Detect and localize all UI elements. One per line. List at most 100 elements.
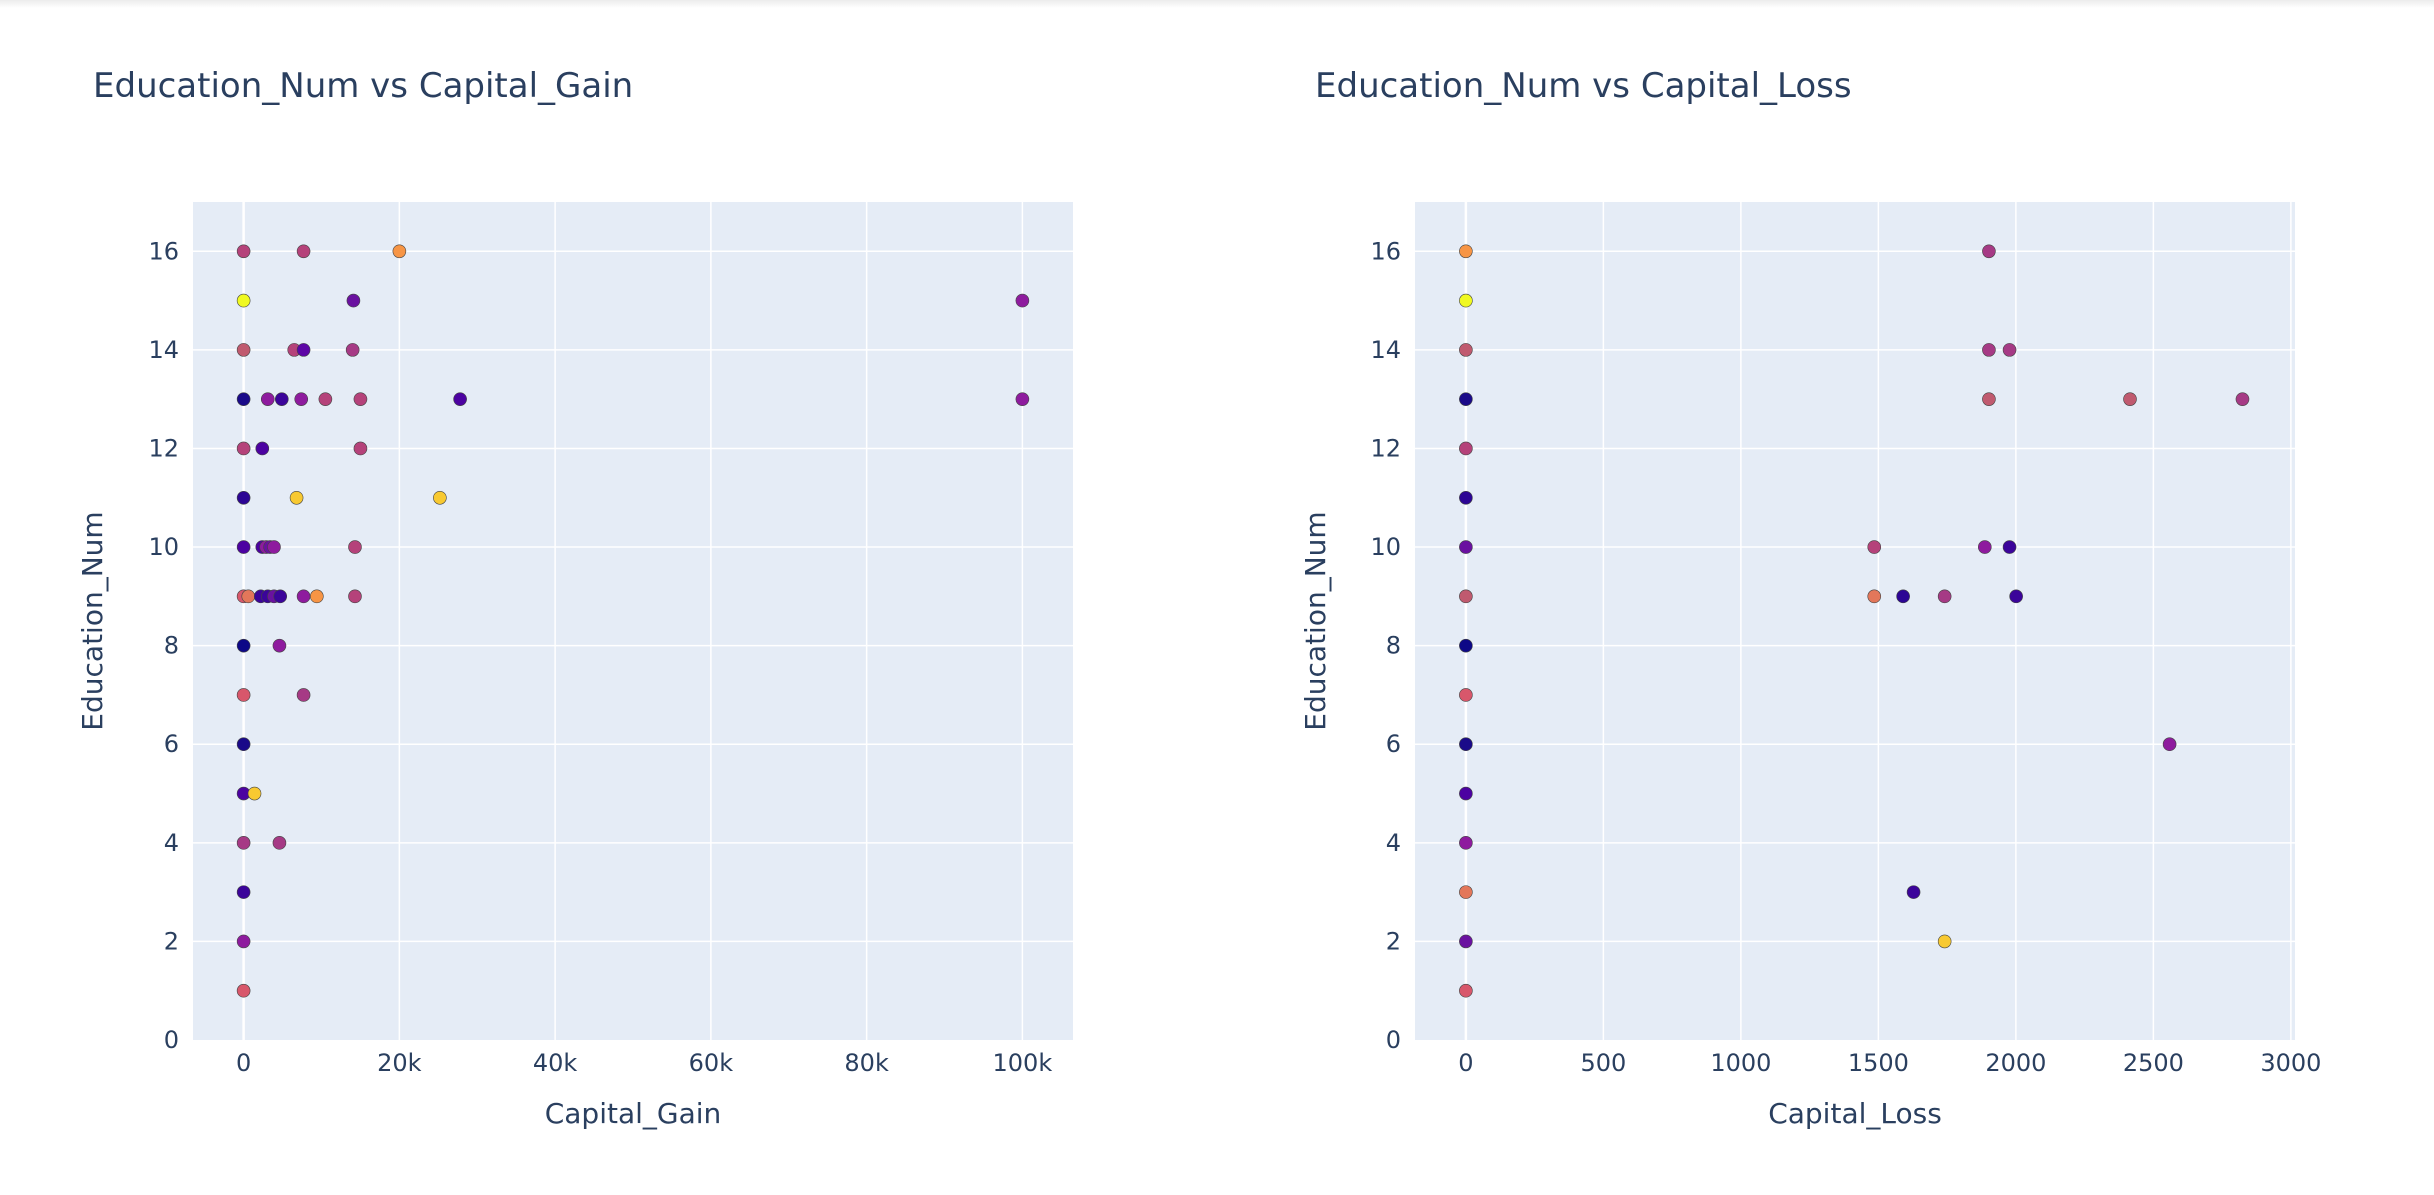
data-point <box>272 836 287 850</box>
data-point <box>236 293 251 308</box>
data-point <box>318 392 333 406</box>
data-point <box>296 244 311 259</box>
data-point <box>1459 441 1473 456</box>
plot-area-capital-gain <box>193 202 1073 1040</box>
y-tick-label: 8 <box>1386 632 1401 660</box>
x-tick-label: 3000 <box>2260 1049 2321 1077</box>
data-point <box>236 934 251 949</box>
y-axis-title: Education_Num <box>1299 511 1332 730</box>
x-tick-label: 20k <box>377 1049 422 1077</box>
data-point <box>236 688 251 702</box>
data-point <box>274 392 289 406</box>
data-point <box>1015 392 1030 406</box>
y-tick-label: 16 <box>1370 237 1401 265</box>
x-tick-label: 500 <box>1580 1049 1626 1077</box>
data-point <box>267 540 281 554</box>
data-point <box>1015 293 1030 308</box>
data-point <box>2009 589 2023 604</box>
y-axis-title: Education_Num <box>76 511 109 730</box>
data-point <box>236 983 251 998</box>
x-tick-label: 0 <box>1458 1049 1473 1077</box>
data-point <box>310 589 324 604</box>
data-point <box>255 441 270 456</box>
data-point <box>1937 589 1952 604</box>
data-point <box>1459 343 1473 357</box>
y-tick-label: 10 <box>148 533 179 561</box>
data-point <box>296 589 311 604</box>
x-tick-label: 2500 <box>2123 1049 2184 1077</box>
y-tick-label: 12 <box>148 434 179 462</box>
data-point <box>241 589 256 604</box>
y-tick-label: 2 <box>164 927 179 955</box>
data-point <box>2235 392 2250 406</box>
data-point <box>236 836 251 850</box>
data-point <box>2002 540 2017 554</box>
x-tick-label: 1000 <box>1710 1049 1771 1077</box>
data-point <box>1459 934 1473 949</box>
data-point <box>1459 688 1473 702</box>
data-point <box>296 343 311 357</box>
data-point <box>392 244 407 259</box>
y-tick-label: 8 <box>164 632 179 660</box>
x-axis-title: Capital_Gain <box>545 1097 722 1130</box>
x-tick-label: 100k <box>993 1049 1053 1077</box>
data-point <box>236 343 251 357</box>
data-point <box>236 244 251 259</box>
data-point <box>294 392 309 406</box>
data-point <box>2162 737 2177 752</box>
data-point <box>1459 983 1473 998</box>
data-point <box>236 441 251 456</box>
data-point <box>1459 638 1473 653</box>
data-point <box>1906 885 1921 899</box>
data-point <box>236 638 251 653</box>
data-point <box>236 885 251 899</box>
data-point <box>1459 293 1473 308</box>
data-point <box>1459 540 1473 554</box>
x-tick-label: 40k <box>533 1049 578 1077</box>
data-point <box>236 490 251 505</box>
data-point <box>272 638 287 653</box>
y-tick-label: 0 <box>1386 1026 1401 1054</box>
data-point <box>289 490 304 505</box>
data-point <box>1459 786 1473 801</box>
data-point <box>2002 343 2017 357</box>
data-point <box>433 490 447 505</box>
data-point <box>1459 490 1473 505</box>
y-tick-label: 6 <box>164 730 179 758</box>
data-point <box>236 737 251 752</box>
data-point <box>260 392 275 406</box>
data-point <box>1867 540 1882 554</box>
y-tick-label: 0 <box>164 1026 179 1054</box>
data-point <box>1459 885 1473 899</box>
top-shadow-bar <box>0 0 2434 8</box>
data-point <box>1982 392 1996 406</box>
data-point <box>296 688 311 702</box>
data-point <box>348 589 362 604</box>
x-tick-label: 0 <box>236 1049 251 1077</box>
chart-title-capital-loss: Education_Num vs Capital_Loss <box>1315 66 1852 106</box>
data-point <box>453 392 467 406</box>
data-point <box>1459 244 1473 259</box>
data-point <box>1978 540 1992 554</box>
data-point <box>348 540 362 554</box>
x-tick-label: 2000 <box>1985 1049 2046 1077</box>
data-point <box>1896 589 1910 604</box>
y-tick-label: 2 <box>1386 927 1401 955</box>
data-point <box>236 392 251 406</box>
chart-title-capital-gain: Education_Num vs Capital_Gain <box>93 66 634 106</box>
y-tick-label: 6 <box>1386 730 1401 758</box>
data-point <box>345 343 360 357</box>
data-point <box>1459 836 1473 850</box>
data-point <box>236 540 251 554</box>
y-tick-label: 14 <box>148 336 179 364</box>
data-point <box>353 441 368 456</box>
data-point <box>1982 244 1996 259</box>
y-tick-label: 14 <box>1370 336 1401 364</box>
data-point <box>1459 737 1473 752</box>
x-tick-label: 1500 <box>1848 1049 1909 1077</box>
data-point <box>2123 392 2137 406</box>
y-tick-label: 12 <box>1370 434 1401 462</box>
data-point <box>1937 934 1952 949</box>
y-tick-label: 4 <box>1386 829 1401 857</box>
